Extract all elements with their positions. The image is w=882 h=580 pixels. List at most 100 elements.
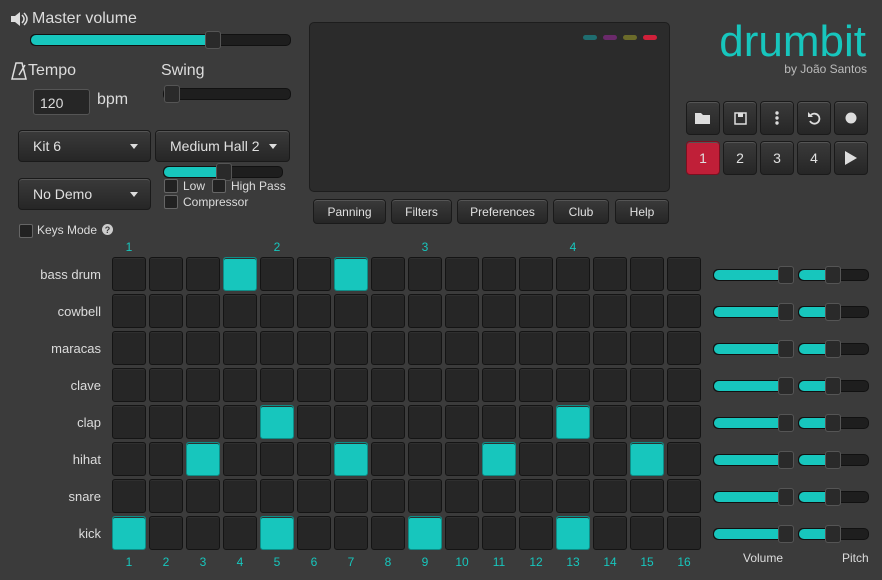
step-cell[interactable] <box>112 331 146 365</box>
step-cell[interactable] <box>260 257 294 291</box>
pitch-slider[interactable] <box>798 303 869 321</box>
volume-slider[interactable] <box>713 340 794 358</box>
step-cell[interactable] <box>482 368 516 402</box>
volume-slider[interactable] <box>713 377 794 395</box>
volume-slider[interactable] <box>713 266 794 284</box>
step-cell[interactable] <box>519 257 553 291</box>
step-cell[interactable] <box>445 257 479 291</box>
volume-slider[interactable] <box>713 525 794 543</box>
save-button[interactable] <box>723 101 757 135</box>
step-cell[interactable] <box>297 479 331 513</box>
volume-slider[interactable] <box>713 488 794 506</box>
step-cell[interactable] <box>149 516 183 550</box>
step-cell[interactable] <box>593 479 627 513</box>
step-cell[interactable] <box>223 516 257 550</box>
step-cell[interactable] <box>297 405 331 439</box>
pattern-button[interactable]: 4 <box>797 141 831 175</box>
pitch-slider[interactable] <box>798 451 869 469</box>
step-cell[interactable] <box>334 516 368 550</box>
toolbar-button[interactable]: Preferences <box>457 199 548 224</box>
pitch-slider[interactable] <box>798 525 869 543</box>
step-cell[interactable] <box>371 294 405 328</box>
step-cell[interactable] <box>593 331 627 365</box>
step-cell[interactable] <box>667 331 701 365</box>
keys-mode-checkbox[interactable] <box>19 224 33 238</box>
step-cell[interactable] <box>149 331 183 365</box>
step-cell[interactable] <box>556 331 590 365</box>
step-cell[interactable] <box>112 368 146 402</box>
step-cell[interactable] <box>260 331 294 365</box>
slider-thumb[interactable] <box>778 451 794 469</box>
slider-thumb[interactable] <box>778 377 794 395</box>
high-pass-checkbox[interactable] <box>212 179 226 193</box>
step-cell[interactable] <box>112 257 146 291</box>
step-cell[interactable] <box>149 442 183 476</box>
step-cell[interactable] <box>519 368 553 402</box>
step-cell[interactable] <box>223 442 257 476</box>
step-cell[interactable] <box>112 294 146 328</box>
step-cell[interactable] <box>556 442 590 476</box>
step-cell[interactable] <box>408 405 442 439</box>
step-cell[interactable] <box>149 368 183 402</box>
step-cell[interactable] <box>519 331 553 365</box>
step-cell[interactable] <box>186 516 220 550</box>
pitch-slider[interactable] <box>798 266 869 284</box>
step-cell[interactable] <box>667 368 701 402</box>
step-cell[interactable] <box>482 331 516 365</box>
slider-thumb[interactable] <box>825 525 841 543</box>
reverb-dropdown[interactable]: Medium Hall 2 <box>155 130 290 162</box>
step-cell[interactable] <box>334 294 368 328</box>
step-cell[interactable] <box>556 294 590 328</box>
step-cell[interactable] <box>556 257 590 291</box>
step-cell[interactable] <box>297 257 331 291</box>
step-cell[interactable] <box>667 442 701 476</box>
step-cell[interactable] <box>297 442 331 476</box>
step-cell[interactable] <box>297 516 331 550</box>
step-cell[interactable] <box>371 405 405 439</box>
step-cell[interactable] <box>630 257 664 291</box>
step-cell[interactable] <box>112 479 146 513</box>
tempo-input[interactable]: 120 <box>33 89 90 115</box>
step-cell[interactable] <box>630 405 664 439</box>
step-cell[interactable] <box>371 516 405 550</box>
slider-thumb[interactable] <box>825 377 841 395</box>
slider-thumb[interactable] <box>825 488 841 506</box>
slider-thumb[interactable] <box>778 266 794 284</box>
step-cell[interactable] <box>223 479 257 513</box>
volume-slider[interactable] <box>713 303 794 321</box>
step-cell[interactable] <box>667 294 701 328</box>
step-cell-on[interactable] <box>260 516 294 550</box>
slider-thumb[interactable] <box>778 414 794 432</box>
step-cell[interactable] <box>408 294 442 328</box>
step-cell[interactable] <box>482 294 516 328</box>
step-cell[interactable] <box>593 294 627 328</box>
step-cell[interactable] <box>445 331 479 365</box>
volume-slider[interactable] <box>713 451 794 469</box>
step-cell-on[interactable] <box>334 257 368 291</box>
step-cell[interactable] <box>519 516 553 550</box>
slider-thumb[interactable] <box>778 303 794 321</box>
step-cell[interactable] <box>667 257 701 291</box>
step-cell[interactable] <box>519 405 553 439</box>
step-cell[interactable] <box>630 294 664 328</box>
slider-thumb[interactable] <box>825 414 841 432</box>
slider-thumb[interactable] <box>778 488 794 506</box>
step-cell-on[interactable] <box>408 516 442 550</box>
step-cell[interactable] <box>371 442 405 476</box>
step-cell[interactable] <box>334 405 368 439</box>
step-cell[interactable] <box>593 368 627 402</box>
slider-thumb[interactable] <box>825 303 841 321</box>
record-button[interactable] <box>834 101 868 135</box>
step-cell[interactable] <box>297 294 331 328</box>
step-cell-on[interactable] <box>556 516 590 550</box>
pattern-button[interactable]: 3 <box>760 141 794 175</box>
toolbar-button[interactable]: Help <box>615 199 669 224</box>
open-button[interactable] <box>686 101 720 135</box>
step-cell[interactable] <box>593 516 627 550</box>
undo-button[interactable] <box>797 101 831 135</box>
step-cell-on[interactable] <box>482 442 516 476</box>
step-cell[interactable] <box>556 479 590 513</box>
compressor-checkbox[interactable] <box>164 195 178 209</box>
step-cell[interactable] <box>149 405 183 439</box>
step-cell[interactable] <box>186 405 220 439</box>
